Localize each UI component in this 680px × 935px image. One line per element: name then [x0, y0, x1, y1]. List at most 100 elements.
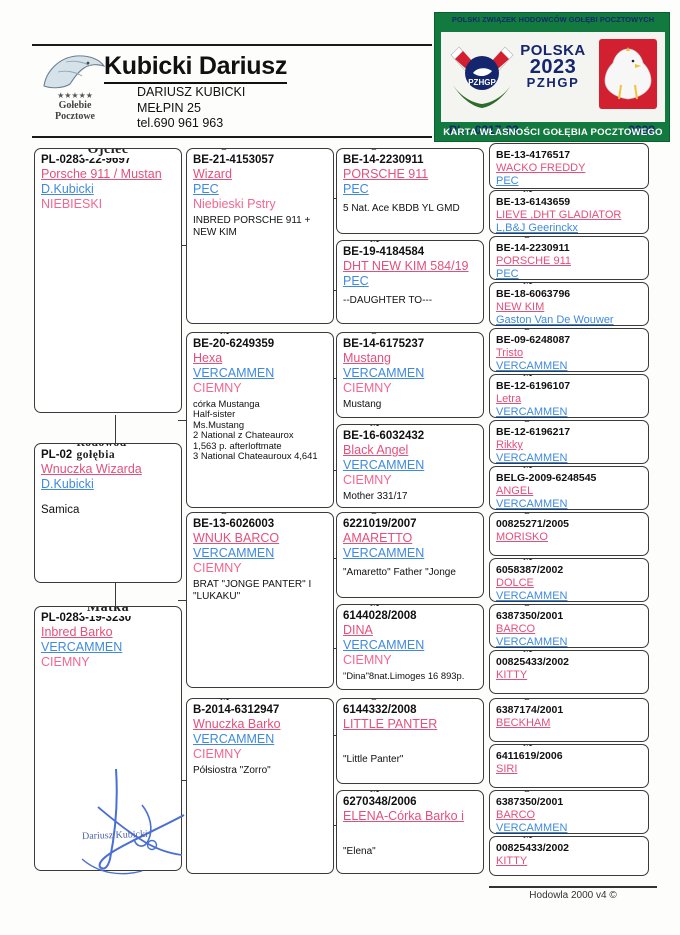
- gen3-breeder-6: VERCAMMEN: [343, 638, 425, 652]
- father-tag: Ojciec: [82, 149, 134, 158]
- connector: [115, 580, 117, 608]
- gen2-ring-1: BE-21-4153057: [193, 154, 275, 166]
- gen3-note-8: "Elena": [343, 846, 376, 857]
- gen2-box-4[interactable]: M B-2014-6312947 Wnuczka Barko VERCAMMEN…: [186, 698, 334, 874]
- gen2-color-1: Niebieski Pstry: [193, 197, 276, 211]
- gen4-breeder-2: L,B&J Geerinckx: [496, 222, 578, 234]
- owner-name: DARIUSZ KUBICKI: [137, 85, 246, 99]
- gen4-breeder-8: VERCAMMEN: [496, 498, 568, 510]
- pzhgp-emblem-icon: PZHGP: [450, 46, 514, 108]
- gen4-box-15[interactable]: O 6387350/2001 BARCO VERCAMMEN: [489, 790, 649, 834]
- gen4-box-8[interactable]: M BELG-2009-6248545 ANGEL VERCAMMEN: [489, 466, 649, 510]
- gen2-tag-2: M: [215, 333, 235, 337]
- gen3-tag-3: O: [365, 333, 383, 337]
- gen2-name-1: Wizard: [193, 167, 232, 181]
- gen3-box-3[interactable]: O BE-14-6175237 Mustang VERCAMMEN CIEMNY…: [336, 332, 484, 418]
- gen3-note-1: 5 Nat. Ace KBDB YL GMD: [343, 203, 460, 214]
- gen4-tag-5: O: [518, 329, 536, 333]
- gen4-tag-15: O: [518, 791, 536, 795]
- gen4-breeder-4: Gaston Van De Wouwer: [496, 314, 614, 326]
- gen4-name-14: SIRI: [496, 763, 518, 775]
- gen4-box-7[interactable]: O BE-12-6196217 Rikky VERCAMMEN: [489, 420, 649, 464]
- gen4-box-2[interactable]: M BE-13-6143659 LIEVE ,DHT GLADIATOR L,B…: [489, 190, 649, 234]
- gen4-box-16[interactable]: M 00825433/2002 KITTY: [489, 836, 649, 876]
- subject-box[interactable]: Rodowód gołębia PL-0217-23-3909 Wnuczka …: [34, 443, 182, 583]
- signature: [81, 768, 185, 875]
- gen4-tag-13: O: [518, 699, 536, 703]
- gen3-box-5[interactable]: O 6221019/2007 AMARETTO VERCAMMEN "Amare…: [336, 512, 484, 598]
- gen4-tag-4: M: [518, 283, 538, 287]
- gen4-ring-11: 6387350/2001: [496, 610, 564, 622]
- gen3-box-1[interactable]: O BE-14-2230911 PORSCHE 911 PEC 5 Nat. A…: [336, 148, 484, 234]
- footer-rule: [489, 886, 657, 888]
- gen3-name-7: LITTLE PANTER: [343, 717, 438, 731]
- gen3-breeder-2: PEC: [343, 274, 369, 288]
- gen3-tag-8: M: [365, 791, 385, 795]
- gen3-name-3: Mustang: [343, 351, 391, 365]
- gen3-color-6: CIEMNY: [343, 653, 392, 667]
- gen4-breeder-1: PEC: [496, 175, 519, 187]
- gen4-tag-2: M: [518, 191, 538, 195]
- gen4-box-6[interactable]: M BE-12-6196107 Letra VERCAMMEN: [489, 374, 649, 418]
- connector: [178, 420, 186, 422]
- gen2-note-3: BRAT "JONGE PANTER" I "LUKAKU": [193, 579, 312, 602]
- gen3-ring-4: BE-16-6032432: [343, 430, 425, 442]
- gen4-box-4[interactable]: M BE-18-6063796 NEW KIM Gaston Van De Wo…: [489, 282, 649, 326]
- gen2-tag-1: O: [215, 149, 233, 153]
- gen4-box-10[interactable]: M 6058387/2002 DOLCE VERCAMMEN: [489, 558, 649, 602]
- gen2-color-3: CIEMNY: [193, 561, 242, 575]
- gen4-box-11[interactable]: O 6387350/2001 BARCO VERCAMMEN: [489, 604, 649, 648]
- gen2-note-1: INBRED PORSCHE 911 + NEW KIM: [193, 215, 311, 238]
- gen4-ring-4: BE-18-6063796: [496, 288, 571, 300]
- subject-breeder: D.Kubicki: [41, 477, 94, 491]
- gen2-ring-2: BE-20-6249359: [193, 338, 275, 350]
- pigeon-head-icon: [43, 55, 106, 89]
- mother-box[interactable]: Matka PL-0283-19-3230 Inbred Barko VERCA…: [34, 606, 182, 871]
- gen2-box-1[interactable]: O BE-21-4153057 Wizard PEC Niebieski Pst…: [186, 148, 334, 324]
- gen4-box-5[interactable]: O BE-09-6248087 Tristo VERCAMMEN: [489, 328, 649, 372]
- gen3-box-4[interactable]: M BE-16-6032432 Black Angel VERCAMMEN CI…: [336, 424, 484, 508]
- gen3-box-6[interactable]: M 6144028/2008 DINA VERCAMMEN CIEMNY "Di…: [336, 604, 484, 690]
- gen3-color-4: CIEMNY: [343, 473, 392, 487]
- connector: [115, 415, 117, 445]
- stamp-caption: KARTA WŁASNOŚCI GOŁĘBIA POCZTOWEGO: [443, 127, 663, 138]
- gen4-name-12: KITTY: [496, 669, 528, 681]
- gen4-box-14[interactable]: M 6411619/2006 SIRI: [489, 744, 649, 788]
- mother-color: CIEMNY: [41, 655, 90, 669]
- gen2-name-3: WNUK BARCO: [193, 531, 280, 545]
- gen3-ring-6: 6144028/2008: [343, 610, 417, 622]
- gen4-box-12[interactable]: M 00825433/2002 KITTY: [489, 650, 649, 694]
- gen4-ring-13: 6387174/2001: [496, 704, 564, 716]
- stamp-ring-number: 3909: [628, 123, 655, 137]
- gen4-name-9: MORISKO: [496, 531, 548, 543]
- father-name: Porsche 911 / Mustan: [41, 167, 162, 181]
- father-box[interactable]: Ojciec PL-0283-22-9697 Porsche 911 / Mus…: [34, 148, 182, 413]
- header-rule-top: [32, 44, 432, 46]
- gen2-box-3[interactable]: O BE-13-6026003 WNUK BARCO VERCAMMEN CIE…: [186, 512, 334, 688]
- owner-address: MEŁPIN 25: [137, 100, 201, 115]
- gen4-ring-16: 00825433/2002: [496, 842, 569, 854]
- gen4-ring-10: 6058387/2002: [496, 564, 564, 576]
- gen3-breeder-5: VERCAMMEN: [343, 546, 425, 560]
- subject-name: Wnuczka Wizarda: [41, 462, 142, 476]
- gen4-tag-16: M: [518, 837, 538, 841]
- gen3-tag-5: O: [365, 513, 383, 517]
- gen4-box-3[interactable]: O BE-14-2230911 PORSCHE 911 PEC: [489, 236, 649, 280]
- gen4-ring-8: BELG-2009-6248545: [496, 472, 597, 484]
- subject-note: Samica: [41, 504, 80, 516]
- polish-eagle-icon: [599, 39, 657, 109]
- gen2-box-2[interactable]: M BE-20-6249359 Hexa VERCAMMEN CIEMNY có…: [186, 332, 334, 508]
- gen4-breeder-3: PEC: [496, 268, 519, 280]
- connector: [178, 245, 186, 247]
- signature-name: Dariusz Kubicki: [81, 828, 149, 843]
- gen4-box-13[interactable]: O 6387174/2001 BECKHAM: [489, 698, 649, 742]
- gen4-box-1[interactable]: BE-13-4176517 WACKO FREDDY PEC: [489, 143, 649, 189]
- gen4-ring-9: 00825271/2005: [496, 518, 569, 530]
- gen4-breeder-10: VERCAMMEN: [496, 590, 568, 602]
- gen3-box-8[interactable]: M 6270348/2006 ELENA-Córka Barko i "Elen…: [336, 790, 484, 874]
- gen4-tag-7: O: [518, 421, 536, 425]
- gen3-box-2[interactable]: M BE-19-4184584 DHT NEW KIM 584/19 PEC -…: [336, 240, 484, 324]
- gen3-note-7: "Little Panter": [343, 754, 404, 765]
- gen3-box-7[interactable]: O 6144332/2008 LITTLE PANTER "Little Pan…: [336, 698, 484, 784]
- gen4-box-9[interactable]: O 00825271/2005 MORISKO: [489, 512, 649, 556]
